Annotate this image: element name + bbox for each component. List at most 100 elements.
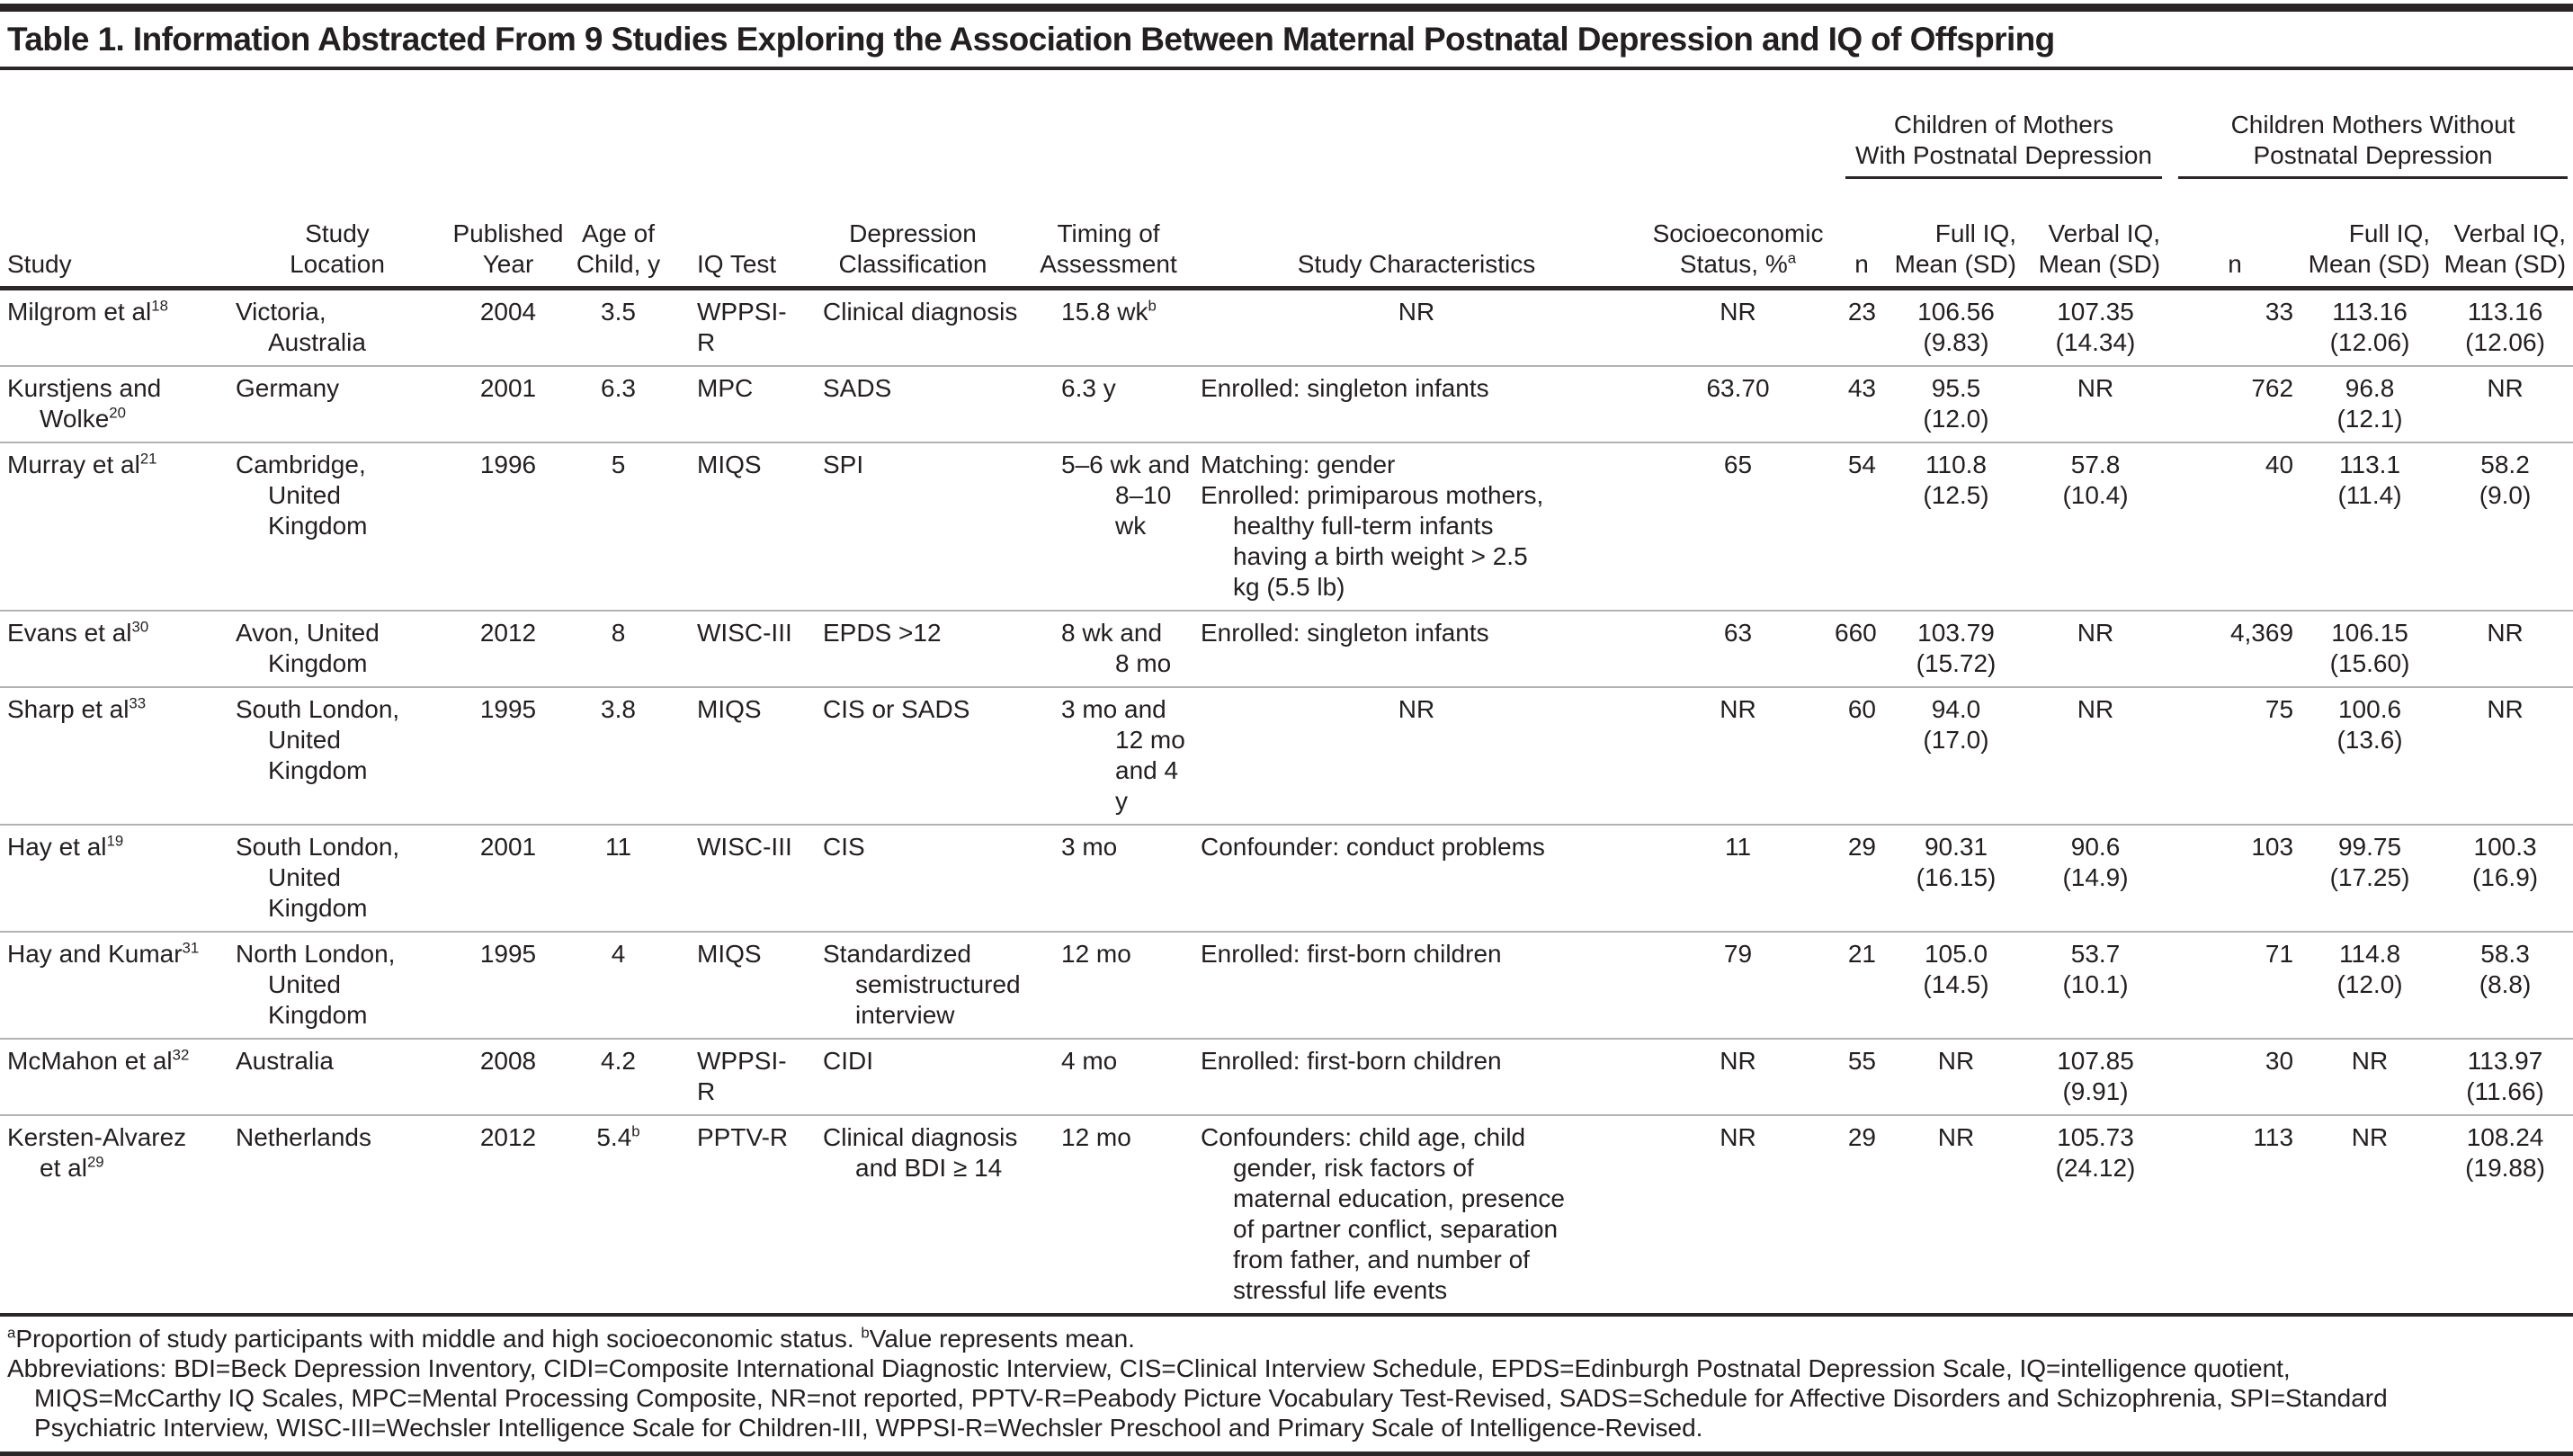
cell-ses: NR xyxy=(1641,288,1835,367)
cell-ses: 11 xyxy=(1641,825,1835,933)
cell-age: 8 xyxy=(567,611,670,688)
cell-ctrl_n: 40 xyxy=(2167,442,2303,612)
cell-dep_full: 95.5 (12.0) xyxy=(1889,366,2024,443)
cell-characteristics: Matching: gender Enrolled: primiparous mo… xyxy=(1192,442,1641,612)
cell-ses: 65 xyxy=(1641,442,1835,612)
cell-ctrl_n: 30 xyxy=(2167,1039,2303,1116)
cell-dep_verbal: 57.8 (10.4) xyxy=(2024,442,2168,612)
cell-dep_full: NR xyxy=(1889,1039,2024,1116)
cell-dep_verbal: 107.35 (14.34) xyxy=(2024,288,2168,367)
cell-age: 11 xyxy=(567,825,670,933)
cell-ctrl_verbal: 113.97 (11.66) xyxy=(2437,1039,2573,1116)
cell-year: 1995 xyxy=(450,687,567,826)
cell-dep_full: 94.0 (17.0) xyxy=(1889,687,2024,826)
cell-dep_verbal: NR xyxy=(2024,687,2168,826)
cell-study: Evans et al30 xyxy=(0,611,225,688)
bottom-rule xyxy=(0,1452,2573,1456)
cell-dep_verbal: 90.6 (14.9) xyxy=(2024,825,2168,933)
cell-location: Avon, United Kingdom xyxy=(225,611,450,688)
cell-age: 3.8 xyxy=(567,687,670,826)
cell-ctrl_verbal: NR xyxy=(2437,611,2573,688)
cell-ctrl_n: 71 xyxy=(2167,932,2303,1040)
cell-year: 1996 xyxy=(450,442,567,612)
cell-dep_n: 43 xyxy=(1835,366,1889,443)
characteristic-item: Confounder: conduct problems xyxy=(1201,833,1545,861)
cell-ctrl_verbal: 58.3 (8.8) xyxy=(2437,932,2573,1040)
cell-location: Germany xyxy=(225,366,450,443)
cell-year: 2008 xyxy=(450,1039,567,1116)
table-row: Murray et al21 Cambridge, United Kingdom 1… xyxy=(0,442,2573,612)
cell-ctrl_n: 4,369 xyxy=(2167,611,2303,688)
cell-characteristics: Enrolled: singleton infants xyxy=(1192,366,1641,443)
cell-timing: 12 mo xyxy=(1025,1115,1192,1317)
cell-age: 3.5 xyxy=(567,288,670,367)
cell-location: Cambridge, United Kingdom xyxy=(225,442,450,612)
cell-characteristics: Enrolled: first-born children xyxy=(1192,1039,1641,1116)
cell-ses: 63.70 xyxy=(1641,366,1835,443)
table-row: Kersten-Alvarez et al29 Netherlands 2012 5.… xyxy=(0,1115,2573,1317)
col-header-dep-full-iq: Full IQ, Mean (SD) xyxy=(1889,217,2024,290)
cell-ctrl_n: 113 xyxy=(2167,1115,2303,1317)
cell-age: 5 xyxy=(567,442,670,612)
cell-location: South London, United Kingdom xyxy=(225,825,450,933)
cell-study: Sharp et al33 xyxy=(0,687,225,826)
col-group-control-label: Children Mothers Without Postnatal Depre… xyxy=(2178,110,2569,179)
col-header-ctrl-verbal-iq: Verbal IQ, Mean (SD) xyxy=(2437,217,2573,290)
table-title: Table 1. Information Abstracted From 9 S… xyxy=(7,21,2055,58)
cell-dep_n: 60 xyxy=(1835,687,1889,826)
cell-dep_n: 21 xyxy=(1835,932,1889,1040)
col-header-ses: Socioeconomic Status, %a xyxy=(1641,70,1835,290)
characteristic-item: Enrolled: singleton infants xyxy=(1201,374,1489,402)
cell-year: 2012 xyxy=(450,1115,567,1317)
cell-ctrl_n: 75 xyxy=(2167,687,2303,826)
cell-ses: 63 xyxy=(1641,611,1835,688)
cell-study: Hay et al19 xyxy=(0,825,225,933)
col-header-year: Published Year xyxy=(450,70,567,290)
cell-age: 6.3 xyxy=(567,366,670,443)
col-header-dep-verbal-iq: Verbal IQ, Mean (SD) xyxy=(2024,217,2168,290)
cell-ctrl_full: 99.75 (17.25) xyxy=(2302,825,2438,933)
cell-iq_test: WPPSI-R xyxy=(670,1039,800,1116)
characteristic-item: Enrolled: first-born children xyxy=(1201,1047,1502,1075)
cell-dep_full: 90.31 (16.15) xyxy=(1889,825,2024,933)
table-body: Milgrom et al18 Victoria, Australia 2004 3.… xyxy=(0,288,2573,1317)
cell-depression: Clinical diagnosis xyxy=(800,288,1025,367)
table-header: Study Study Location Published Year Age … xyxy=(0,70,2573,290)
characteristic-item: Enrolled: primiparous mothers, healthy f… xyxy=(1201,481,1544,601)
cell-dep_n: 29 xyxy=(1835,1115,1889,1317)
table-row: Hay et al19 South London, United Kingdom 2… xyxy=(0,825,2573,933)
cell-depression: CIS xyxy=(800,825,1025,933)
col-header-timing: Timing of Assessment xyxy=(1025,70,1192,290)
characteristic-item: Confounders: child age, child gender, ri… xyxy=(1201,1123,1565,1304)
table-row: Sharp et al33 South London, United Kingdo… xyxy=(0,687,2573,826)
cell-iq_test: WPPSI-R xyxy=(670,288,800,367)
characteristic-item: Enrolled: singleton infants xyxy=(1201,619,1489,647)
cell-ctrl_full: 113.1 (11.4) xyxy=(2302,442,2438,612)
cell-dep_full: 103.79 (15.72) xyxy=(1889,611,2024,688)
cell-dep_n: 54 xyxy=(1835,442,1889,612)
cell-age: 5.4b xyxy=(567,1115,670,1317)
cell-dep_full: 105.0 (14.5) xyxy=(1889,932,2024,1040)
cell-study: Kurstjens and Wolke20 xyxy=(0,366,225,443)
cell-ctrl_full: 106.15 (15.60) xyxy=(2302,611,2438,688)
cell-timing: 8 wk and 8 mo xyxy=(1025,611,1192,688)
cell-characteristics: Enrolled: first-born children xyxy=(1192,932,1641,1040)
cell-age: 4.2 xyxy=(567,1039,670,1116)
cell-ctrl_verbal: 108.24 (19.88) xyxy=(2437,1115,2573,1317)
cell-age: 4 xyxy=(567,932,670,1040)
cell-ctrl_full: NR xyxy=(2302,1039,2438,1116)
cell-ses: NR xyxy=(1641,1039,1835,1116)
characteristic-item: Matching: gender xyxy=(1201,451,1396,478)
cell-dep_verbal: 53.7 (10.1) xyxy=(2024,932,2168,1040)
cell-dep_full: NR xyxy=(1889,1115,2024,1317)
cell-dep_n: 23 xyxy=(1835,288,1889,367)
cell-study: McMahon et al32 xyxy=(0,1039,225,1116)
col-group-depressed: Children of Mothers With Postnatal Depre… xyxy=(1835,70,2167,217)
cell-ctrl_full: 113.16 (12.06) xyxy=(2302,288,2438,367)
cell-dep_verbal: 107.85 (9.91) xyxy=(2024,1039,2168,1116)
footnotes: aProportion of study participants with m… xyxy=(0,1317,2573,1448)
cell-timing: 5–6 wk and 8–10 wk xyxy=(1025,442,1192,612)
cell-timing: 12 mo xyxy=(1025,932,1192,1040)
col-header-depression: Depression Classification xyxy=(800,70,1025,290)
cell-iq_test: MIQS xyxy=(670,442,800,612)
